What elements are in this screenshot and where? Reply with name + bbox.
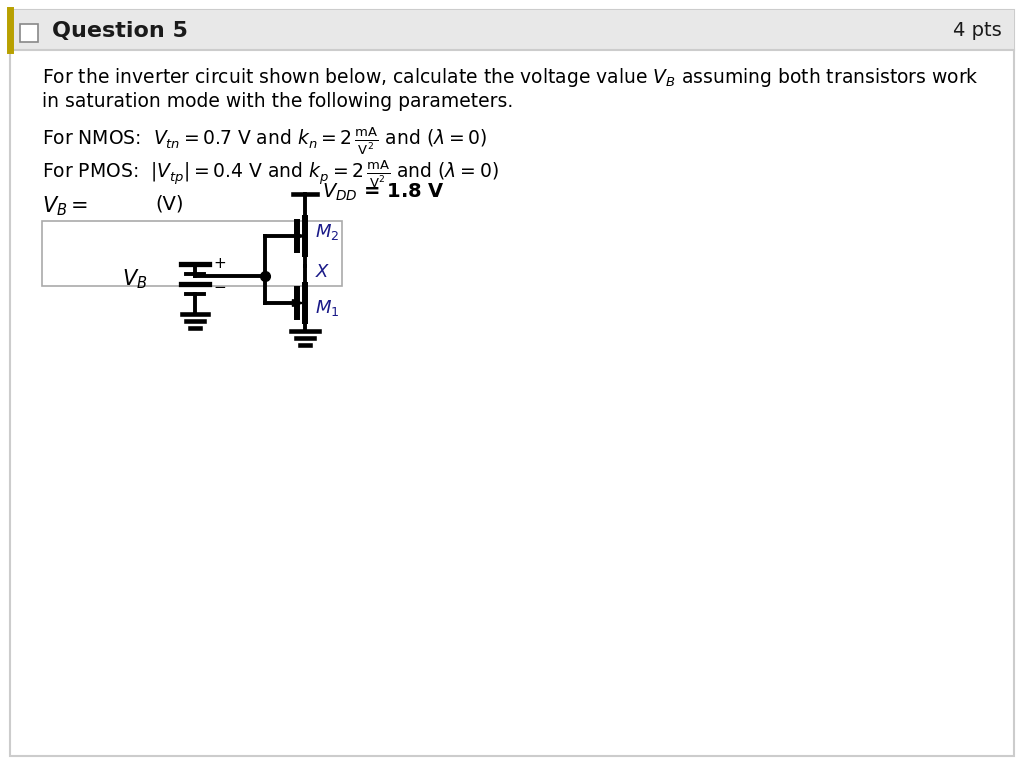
Text: $M_1$: $M_1$ — [315, 298, 339, 318]
Text: in saturation mode with the following parameters.: in saturation mode with the following pa… — [42, 92, 513, 111]
Bar — [10, 10, 1014, 50]
Text: For NMOS:  $V_{tn} = 0.7$ V and $k_n = 2\,\frac{\mathrm{mA}}{\mathrm{V}^2}$ and : For NMOS: $V_{tn} = 0.7$ V and $k_n = 2\… — [42, 125, 487, 157]
Text: $V_B$: $V_B$ — [122, 267, 147, 291]
Text: (V): (V) — [155, 194, 183, 213]
Bar — [20, 24, 38, 42]
Text: For PMOS:  $|V_{tp}| = 0.4$ V and $k_p = 2\,\frac{\mathrm{mA}}{\mathrm{V}^2}$ an: For PMOS: $|V_{tp}| = 0.4$ V and $k_p = … — [42, 158, 499, 190]
Text: +: + — [213, 256, 225, 270]
Text: Question 5: Question 5 — [52, 21, 187, 41]
Text: For the inverter circuit shown below, calculate the voltage value $V_B$ assuming: For the inverter circuit shown below, ca… — [42, 66, 979, 89]
Text: $-$: $-$ — [213, 279, 226, 293]
Text: $V_{DD}$ = 1.8 V: $V_{DD}$ = 1.8 V — [322, 182, 444, 203]
Bar — [42, 221, 342, 286]
Text: $X$: $X$ — [315, 263, 331, 281]
Text: $V_B =$: $V_B =$ — [42, 194, 88, 218]
Text: $M_2$: $M_2$ — [315, 222, 339, 242]
Text: 4 pts: 4 pts — [953, 21, 1002, 41]
